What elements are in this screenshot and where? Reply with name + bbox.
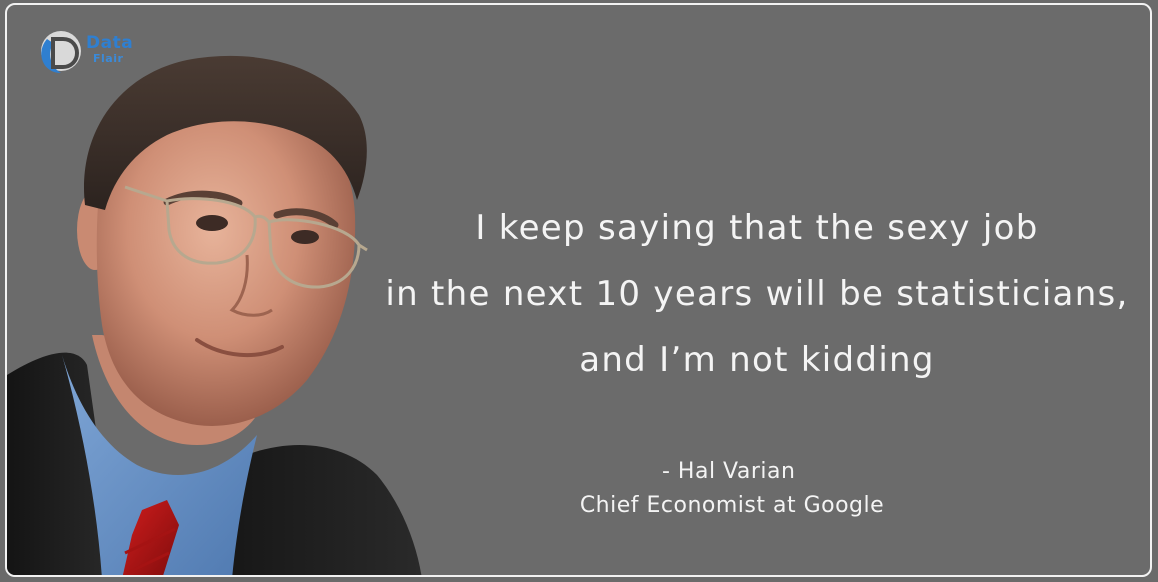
portrait-photo xyxy=(7,55,422,575)
quote-card-border: Data Flair I keep saying that the sexy j… xyxy=(5,3,1152,577)
glasses-shape xyxy=(124,185,368,289)
quote-line-2: in the next 10 years will be statisticia… xyxy=(385,274,1129,314)
shirt-shape xyxy=(62,355,257,575)
quote-line-1: I keep saying that the sexy job xyxy=(475,208,1039,248)
jacket-shape xyxy=(7,352,117,575)
logo-text-data: Data xyxy=(86,33,134,53)
attribution-title: Chief Economist at Google xyxy=(579,493,885,518)
dataflair-logo: Data Flair xyxy=(37,27,157,87)
attribution: - Hal Varian Chief Economist at Google xyxy=(567,455,897,523)
quote-line-3: and I’m not kidding xyxy=(579,340,935,380)
quote-text: I keep saying that the sexy job in the n… xyxy=(382,195,1132,393)
attribution-name: - Hal Varian xyxy=(662,459,796,484)
logo-text-flair: Flair xyxy=(93,52,124,65)
logo-mark-icon xyxy=(41,31,81,73)
hair-shape xyxy=(83,55,367,210)
